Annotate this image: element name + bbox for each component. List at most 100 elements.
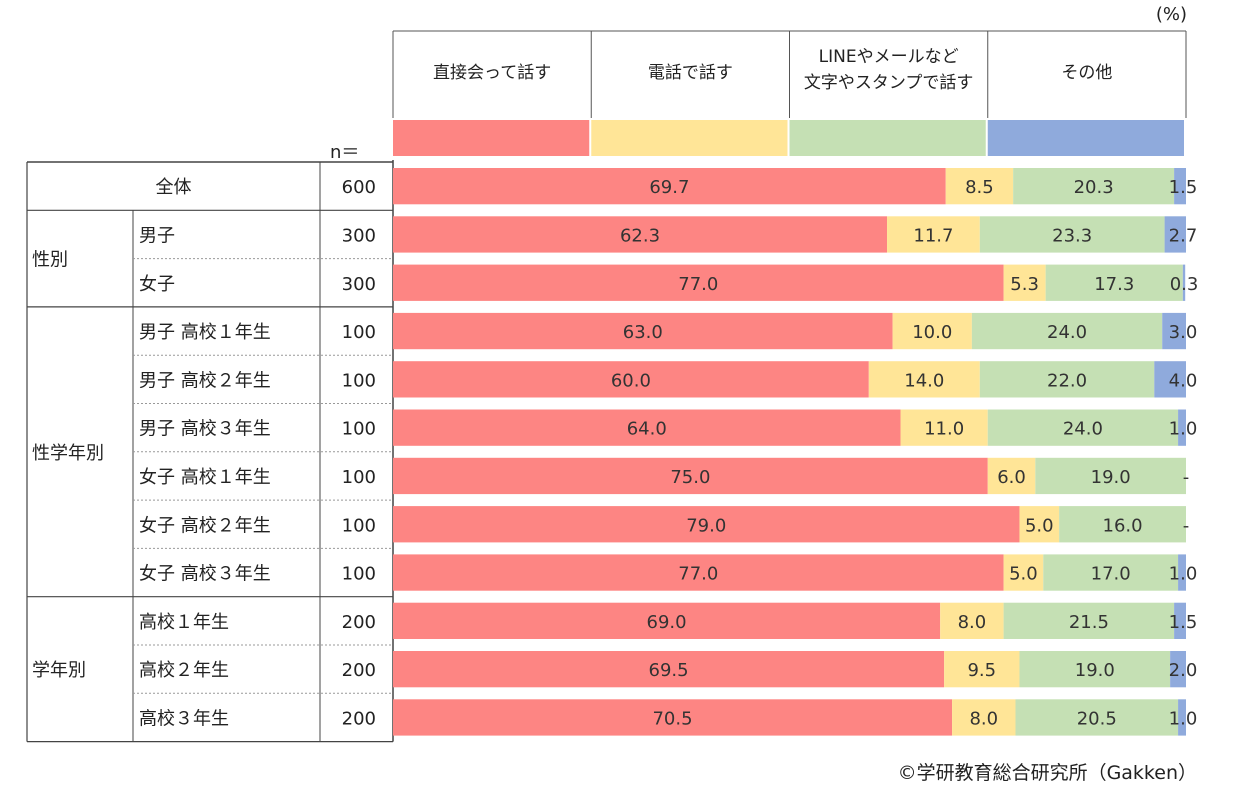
row-n-value: 600 bbox=[342, 177, 376, 198]
legend-label-1: 直接会って話す bbox=[433, 63, 551, 83]
bar-segment-3 bbox=[1015, 699, 1179, 736]
bar-segment-2 bbox=[987, 457, 1036, 495]
data-label: 8.0 bbox=[969, 708, 998, 729]
bar-segment-1 bbox=[393, 409, 901, 446]
bar-segment-2 bbox=[1003, 554, 1044, 591]
data-label: 60.0 bbox=[611, 370, 651, 391]
data-label: 11.7 bbox=[913, 225, 953, 246]
row-label: 女子 高校１年生 bbox=[139, 467, 271, 488]
data-label: 22.0 bbox=[1047, 370, 1087, 391]
row-n-value: 100 bbox=[342, 467, 376, 488]
data-label: 1.5 bbox=[1169, 612, 1198, 633]
bar-segment-2 bbox=[940, 602, 1004, 639]
data-label: - bbox=[1183, 515, 1190, 536]
data-label: 70.5 bbox=[652, 708, 692, 729]
row-label: 全体 bbox=[156, 177, 192, 198]
data-label: 62.3 bbox=[620, 225, 660, 246]
bar-segment-2 bbox=[944, 651, 1020, 688]
row-label: 男子 bbox=[139, 225, 175, 246]
bar-segment-3 bbox=[971, 312, 1163, 350]
data-label: 2.7 bbox=[1169, 225, 1198, 246]
bar-segment-4 bbox=[1178, 554, 1186, 591]
bar-segment-2 bbox=[868, 361, 980, 398]
bar-segment-2 bbox=[892, 312, 972, 350]
data-label: 20.3 bbox=[1074, 177, 1114, 198]
bar-segment-1 bbox=[393, 216, 888, 253]
data-label: 16.0 bbox=[1103, 515, 1143, 536]
legend-label-2: 電話で話す bbox=[648, 63, 733, 83]
data-label: 2.0 bbox=[1169, 660, 1198, 681]
data-label: 63.0 bbox=[623, 322, 663, 343]
bar-segment-4 bbox=[1178, 699, 1186, 736]
bar-segment-1 bbox=[393, 361, 869, 398]
data-label: 69.5 bbox=[649, 660, 689, 681]
bar-segment-4 bbox=[1182, 264, 1186, 301]
bar-segment-1 bbox=[393, 506, 1020, 543]
data-label: 10.0 bbox=[912, 322, 952, 343]
data-label: 24.0 bbox=[1063, 419, 1103, 440]
data-label: 20.5 bbox=[1077, 708, 1117, 729]
row-label: 女子 bbox=[139, 274, 175, 295]
data-label: 24.0 bbox=[1047, 322, 1087, 343]
row-label: 女子 高校３年生 bbox=[139, 564, 271, 585]
bar-segment-4 bbox=[1174, 168, 1186, 205]
row-n-value: 100 bbox=[342, 419, 376, 440]
data-label: 19.0 bbox=[1075, 660, 1115, 681]
data-label: 0.3 bbox=[1170, 274, 1199, 295]
bar-segment-1 bbox=[393, 312, 893, 350]
bar-segment-2 bbox=[945, 168, 1014, 205]
data-label: 17.0 bbox=[1091, 564, 1131, 585]
n-header: n＝ bbox=[330, 142, 360, 163]
bar-segment-2 bbox=[1003, 264, 1046, 301]
row-label: 高校３年生 bbox=[139, 708, 229, 729]
row-n-value: 200 bbox=[342, 708, 376, 729]
bar-segment-2 bbox=[887, 216, 980, 253]
data-label: 9.5 bbox=[967, 660, 996, 681]
credit-label: ©学研教育総合研究所（Gakken） bbox=[897, 762, 1197, 784]
bar-segment-2 bbox=[900, 409, 988, 446]
data-label: 21.5 bbox=[1069, 612, 1109, 633]
data-label: 77.0 bbox=[678, 274, 718, 295]
row-label: 女子 高校２年生 bbox=[139, 515, 271, 536]
bar-segment-1 bbox=[393, 554, 1004, 591]
row-n-value: 100 bbox=[342, 370, 376, 391]
bar-segment-3 bbox=[1045, 264, 1183, 301]
group-label: 学年別 bbox=[32, 660, 86, 681]
data-label: 5.0 bbox=[1009, 564, 1038, 585]
legend-swatch-4 bbox=[987, 120, 1184, 156]
data-label: 1.0 bbox=[1169, 419, 1198, 440]
bar-segment-1 bbox=[393, 699, 953, 736]
data-label: 1.5 bbox=[1169, 177, 1198, 198]
data-label: 1.0 bbox=[1169, 708, 1198, 729]
bar-segment-1 bbox=[393, 264, 1004, 301]
row-n-value: 300 bbox=[342, 225, 376, 246]
data-label: 19.0 bbox=[1091, 467, 1131, 488]
data-label: 79.0 bbox=[686, 515, 726, 536]
bar-segment-2 bbox=[1019, 506, 1060, 543]
bar-segment-3 bbox=[987, 409, 1179, 446]
data-label: 69.7 bbox=[649, 177, 689, 198]
row-label: 男子 高校１年生 bbox=[139, 322, 271, 343]
row-n-value: 200 bbox=[342, 660, 376, 681]
data-label: 3.0 bbox=[1169, 322, 1198, 343]
data-label: 69.0 bbox=[647, 612, 687, 633]
legend-label-4: その他 bbox=[1061, 63, 1112, 83]
bar-segment-4 bbox=[1174, 602, 1186, 639]
row-label: 高校２年生 bbox=[139, 660, 229, 681]
data-label: 1.0 bbox=[1169, 564, 1198, 585]
row-n-value: 100 bbox=[342, 322, 376, 343]
bar-segment-4 bbox=[1162, 312, 1186, 350]
bar-segment-4 bbox=[1164, 216, 1186, 253]
bar-segment-3 bbox=[1013, 168, 1175, 205]
row-label: 男子 高校２年生 bbox=[139, 370, 271, 391]
bar-segment-1 bbox=[393, 168, 946, 205]
row-n-value: 100 bbox=[342, 515, 376, 536]
legend-label-3: 文字やスタンプで話す bbox=[804, 73, 974, 93]
bar-segment-2 bbox=[952, 699, 1016, 736]
data-label: 6.0 bbox=[997, 467, 1026, 488]
legend-swatch-1 bbox=[393, 120, 590, 156]
data-label: 4.0 bbox=[1169, 370, 1198, 391]
bar-segment-1 bbox=[393, 651, 945, 688]
